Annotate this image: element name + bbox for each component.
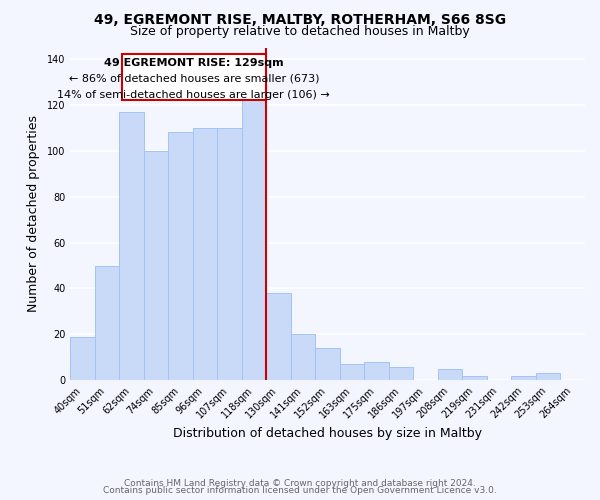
Bar <box>340 364 364 380</box>
Bar <box>119 112 144 380</box>
Bar <box>463 376 487 380</box>
Bar <box>70 336 95 380</box>
Bar <box>316 348 340 380</box>
Y-axis label: Number of detached properties: Number of detached properties <box>27 116 40 312</box>
Text: 49 EGREMONT RISE: 129sqm: 49 EGREMONT RISE: 129sqm <box>104 58 284 68</box>
Bar <box>169 132 193 380</box>
Bar <box>511 376 536 380</box>
Bar <box>242 75 266 380</box>
Text: 49, EGREMONT RISE, MALTBY, ROTHERHAM, S66 8SG: 49, EGREMONT RISE, MALTBY, ROTHERHAM, S6… <box>94 12 506 26</box>
Bar <box>364 362 389 380</box>
Bar <box>266 293 291 380</box>
Bar <box>291 334 316 380</box>
X-axis label: Distribution of detached houses by size in Maltby: Distribution of detached houses by size … <box>173 427 482 440</box>
Bar <box>536 374 560 380</box>
FancyBboxPatch shape <box>122 54 266 100</box>
Text: ← 86% of detached houses are smaller (673): ← 86% of detached houses are smaller (67… <box>68 74 319 84</box>
Bar <box>217 128 242 380</box>
Text: Size of property relative to detached houses in Maltby: Size of property relative to detached ho… <box>130 25 470 38</box>
Text: Contains HM Land Registry data © Crown copyright and database right 2024.: Contains HM Land Registry data © Crown c… <box>124 478 476 488</box>
Bar <box>95 266 119 380</box>
Text: 14% of semi-detached houses are larger (106) →: 14% of semi-detached houses are larger (… <box>58 90 330 100</box>
Bar <box>438 369 463 380</box>
Bar <box>389 366 413 380</box>
Bar <box>144 151 169 380</box>
Text: Contains public sector information licensed under the Open Government Licence v3: Contains public sector information licen… <box>103 486 497 495</box>
Bar <box>193 128 217 380</box>
